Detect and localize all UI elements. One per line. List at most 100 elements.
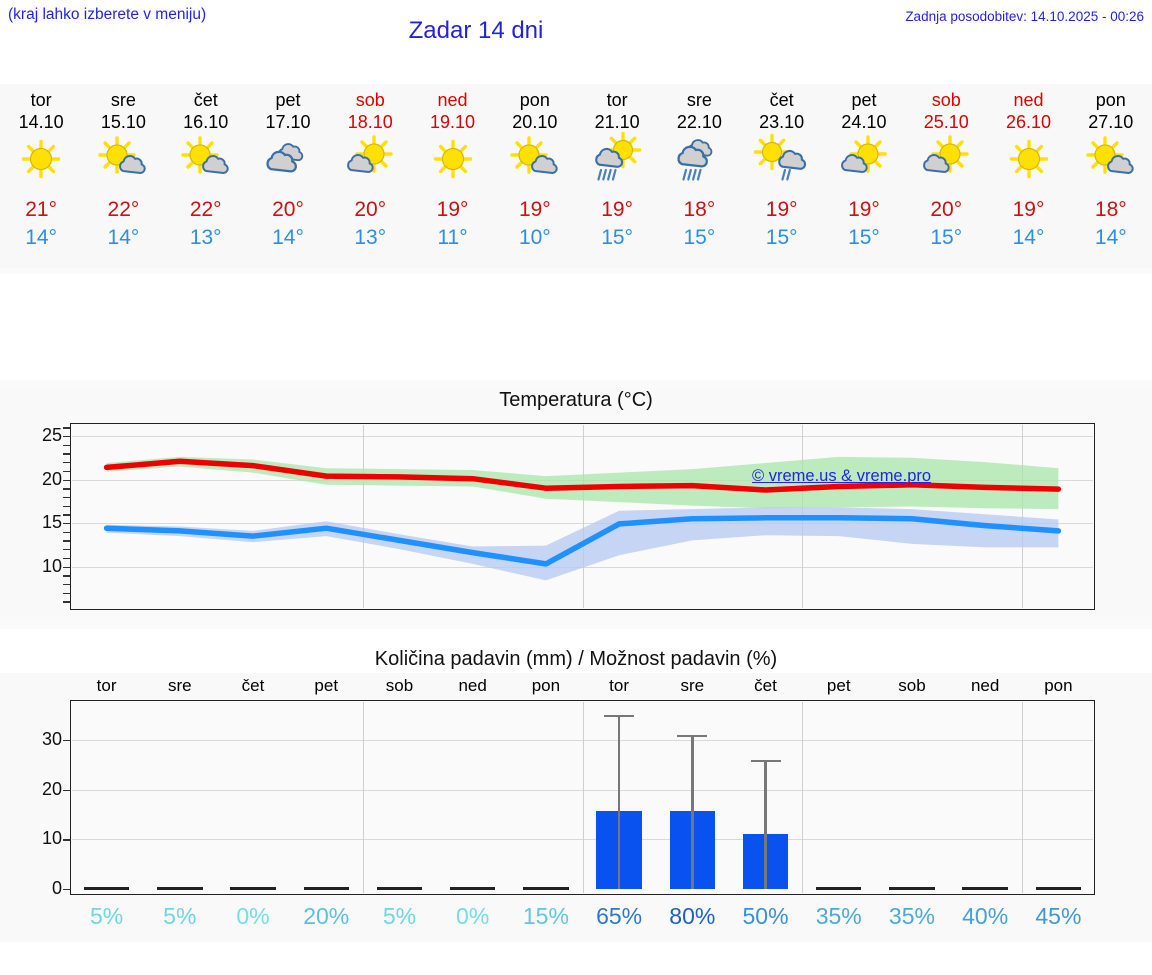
precip-day-label: ned [970, 676, 1000, 695]
day-temp-max: 19° [1012, 198, 1045, 221]
menu-hint-link[interactable]: (kraj lahko izberete v meniju) [8, 6, 207, 23]
precip-bar-zero [816, 887, 862, 890]
precip-error-bar [691, 734, 694, 890]
day-date: 16.10 [183, 112, 229, 132]
day-column[interactable]: pon 20.10 19° 10° [494, 84, 576, 268]
temperature-range-band [106, 456, 1059, 510]
day-temp-min: 14° [1094, 226, 1127, 249]
day-of-week: ned [1013, 90, 1044, 110]
band-divider-2 [0, 380, 1152, 390]
sun-cloud-icon [95, 133, 151, 189]
day-column[interactable]: pet 17.10 20° 14° [247, 84, 329, 268]
precip-error-bar-cap [750, 759, 781, 763]
page-title: Zadar 14 dni [408, 17, 544, 44]
precip-probability-label: 80% [669, 903, 716, 929]
precip-day-label: tor [96, 676, 117, 695]
precip-probability-label: 65% [596, 903, 643, 929]
precip-error-bar-cap [677, 734, 708, 738]
temp-y-minor-tick [63, 523, 70, 525]
temp-y-minor-tick [63, 505, 70, 507]
sun-icon [13, 133, 69, 189]
day-of-week: sre [110, 90, 136, 110]
cloud-rain-icon [671, 133, 727, 189]
day-date: 14.10 [18, 112, 64, 132]
day-temp-max: 19° [601, 198, 633, 221]
precip-bar-zero [962, 887, 1008, 890]
day-column[interactable]: sob 18.10 20° 13° [329, 84, 411, 268]
day-temp-min: 10° [518, 226, 551, 249]
day-of-week: tor [30, 90, 52, 110]
day-column[interactable]: sob 25.10 20° 15° [905, 84, 987, 268]
precip-probability-label: 0% [236, 903, 270, 929]
cloud-sun-icon [918, 133, 974, 189]
precip-error-bar [617, 714, 621, 890]
day-temp-max: 19° [436, 198, 469, 221]
cloud-sun-icon [342, 133, 398, 189]
day-column[interactable]: čet 16.10 22° 13° [165, 84, 247, 268]
temp-y-tick-label: 10 [41, 555, 62, 576]
day-column[interactable]: sre 22.10 18° 15° [658, 84, 740, 268]
precip-probability-label: 20% [303, 903, 350, 929]
band-divider-3 [0, 617, 1152, 629]
day-date: 20.10 [512, 112, 558, 132]
precip-gridline-v [362, 702, 364, 893]
day-of-week: sob [355, 90, 385, 110]
precip-probability-label: 0% [456, 903, 490, 929]
precip-y-tick-label: 10 [41, 828, 62, 849]
sun-icon [425, 133, 481, 189]
day-temp-min: 11° [437, 226, 468, 249]
precip-probability-label: 45% [1035, 903, 1082, 929]
day-temp-min: 14° [272, 226, 304, 249]
watermark-link[interactable]: © vreme.us & vreme.pro [752, 467, 932, 485]
precip-y-tick-label: 30 [41, 728, 62, 749]
day-temp-min: 15° [765, 226, 798, 249]
precip-probability-label: 5% [163, 903, 197, 929]
temp-y-tick-label: 25 [41, 425, 62, 446]
temp-y-minor-tick [63, 549, 70, 551]
precip-y-tick-mark [63, 739, 70, 742]
day-date: 25.10 [923, 112, 969, 132]
temp-gridline-v [1021, 425, 1023, 608]
precip-bar-zero [889, 887, 935, 890]
last-updated-label: Zadnja posodobitev: 14.10.2025 - 00:26 [905, 9, 1144, 24]
day-column[interactable]: sre 15.10 22° 14° [82, 84, 164, 268]
day-column[interactable]: tor 21.10 19° 15° [576, 84, 658, 268]
day-temp-max: 22° [107, 198, 140, 221]
precip-probability-label: 5% [89, 903, 124, 929]
temp-chart-bg-top [0, 390, 1152, 412]
temp-y-minor-tick [63, 514, 70, 516]
temp-y-minor-tick [63, 531, 70, 534]
day-column[interactable]: tor 14.10 21° 14° [0, 84, 82, 268]
day-column[interactable]: ned 19.10 19° 11° [411, 84, 493, 268]
day-of-week: pon [519, 90, 550, 110]
precip-probability-label: 15% [522, 903, 569, 929]
sun-cloud-rain-icon [753, 133, 810, 189]
day-temp-min: 15° [848, 226, 880, 249]
precip-bar-zero [376, 887, 423, 890]
day-date: 17.10 [265, 112, 311, 132]
temp-y-minor-tick [63, 479, 70, 481]
day-temp-max: 18° [1094, 198, 1127, 221]
precip-day-label: čet [754, 676, 777, 695]
temp-y-minor-tick [63, 583, 70, 586]
precip-day-label: sob [385, 676, 414, 695]
day-date: 22.10 [676, 112, 722, 132]
day-column[interactable]: pet 24.10 19° 15° [823, 84, 905, 268]
precip-day-label: sre [167, 676, 192, 695]
precip-day-label: pon [1044, 676, 1073, 695]
temp-y-minor-tick [63, 444, 70, 447]
day-column[interactable]: čet 23.10 19° 15° [741, 84, 823, 268]
precip-y-tick-mark [63, 789, 70, 791]
precip-probability-label: 50% [742, 903, 789, 929]
day-column[interactable]: pon 27.10 18° 14° [1070, 84, 1152, 268]
temp-y-minor-tick [63, 592, 70, 594]
precip-day-label: tor [609, 676, 630, 695]
day-of-week: čet [193, 90, 218, 110]
day-column[interactable]: ned 26.10 19° 14° [987, 84, 1069, 268]
day-of-week: ned [437, 90, 468, 110]
temp-gridline-v [362, 425, 364, 608]
day-temp-min: 13° [189, 226, 222, 249]
temp-y-minor-tick [63, 496, 70, 499]
temp-y-minor-tick [63, 566, 70, 568]
precip-bar-zero [230, 887, 276, 890]
